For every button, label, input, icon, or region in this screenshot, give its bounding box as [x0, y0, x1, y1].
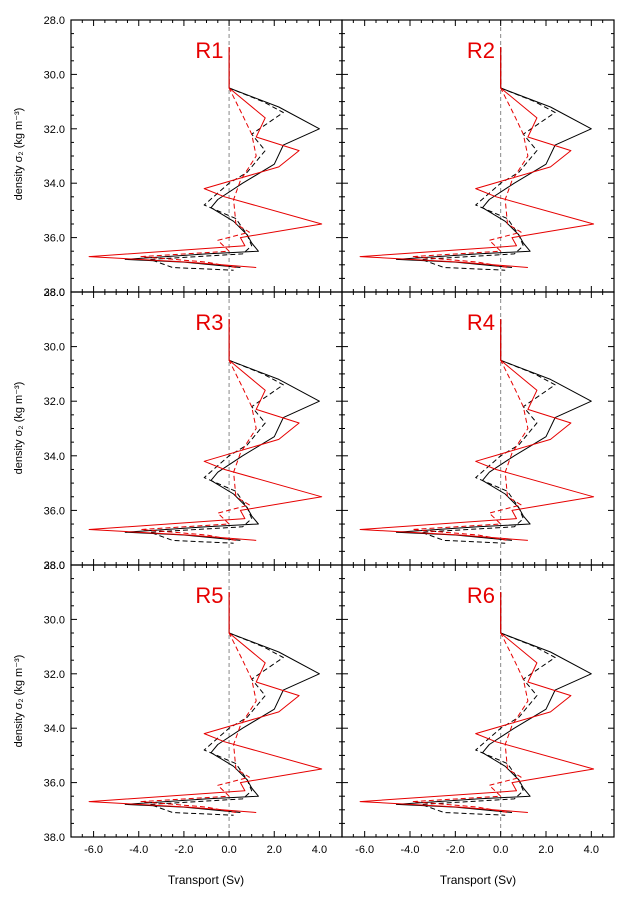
panel-series — [88, 592, 323, 816]
x-tick-label: -4.0 — [129, 844, 148, 856]
x-tick-label: -6.0 — [355, 844, 374, 856]
panel-series — [359, 47, 595, 271]
y-tick-label: 36.0 — [44, 233, 65, 245]
x-tick-label: 2.0 — [267, 844, 282, 856]
panel-r4: R4 — [341, 291, 615, 566]
y-tick-label: 30.0 — [44, 614, 65, 626]
panel-r6: -6.0 -4.0 -2.0 0.0 2.0 4.0 R6 — [341, 564, 615, 856]
y-tick-label: 32.0 — [44, 396, 65, 408]
x-tick-label: 2.0 — [538, 844, 553, 856]
panel-series — [88, 47, 323, 271]
series-line-black-dashed — [420, 319, 556, 544]
panel-label: R3 — [195, 310, 223, 335]
y-tick-label: 36.0 — [44, 778, 65, 790]
series-line-red-solid — [88, 47, 323, 268]
y-tick-label: 38.0 — [44, 560, 65, 572]
series-line-red-solid — [88, 592, 323, 813]
series-line-red-dashed — [411, 47, 529, 268]
x-tick-label: -2.0 — [446, 844, 465, 856]
x-tick-label: 0.0 — [221, 844, 236, 856]
y-axis-label: density σ₂ (kg m⁻³) — [13, 382, 25, 475]
panels: 28.0 30.0 32.0 34.0 36.0 38.0 R1 R2 28.0 30.0 32.0… — [44, 15, 615, 856]
y-tick-label: 34.0 — [44, 178, 65, 190]
panel-r5: 28.0 30.0 32.0 34.0 36.0 38.0 -6.0 -4.0 -2.0 0.0 2… — [44, 560, 343, 856]
series-line-red-dashed — [140, 47, 257, 268]
series-line-red-solid — [359, 592, 595, 813]
x-tick-label: 4.0 — [584, 844, 599, 856]
y-tick-label: 30.0 — [44, 69, 65, 81]
series-line-black-dashed — [149, 592, 284, 816]
panel-r2: R2 — [341, 19, 615, 293]
y-tick-label: 30.0 — [44, 342, 65, 354]
y-tick-label: 34.0 — [44, 723, 65, 735]
series-line-black-dashed — [420, 592, 556, 816]
series-line-red-dashed — [411, 592, 529, 813]
y-tick-label: 38.0 — [44, 832, 65, 844]
y-tick-label: 28.0 — [44, 560, 65, 572]
series-line-red-solid — [359, 319, 595, 541]
series-line-red-dashed — [411, 319, 529, 541]
x-tick-label: -4.0 — [401, 844, 420, 856]
y-axis-label: density σ₂ (kg m⁻³) — [13, 108, 25, 201]
panel-label: R1 — [195, 38, 223, 63]
series-line-red-dashed — [140, 319, 257, 541]
series-line-black-dashed — [149, 47, 284, 271]
x-tick-label: 4.0 — [312, 844, 327, 856]
panel-r1: 28.0 30.0 32.0 34.0 36.0 38.0 R1 — [44, 15, 343, 299]
y-tick-label: 34.0 — [44, 451, 65, 463]
x-tick-label: -2.0 — [174, 844, 193, 856]
series-line-black-dashed — [420, 47, 556, 271]
panel-label: R5 — [195, 583, 223, 608]
panel-label: R6 — [467, 583, 495, 608]
panel-label: R4 — [467, 310, 495, 335]
panel-series — [88, 319, 323, 544]
x-axis-label: Transport (Sv) — [440, 873, 516, 887]
y-tick-label: 28.0 — [44, 287, 65, 299]
y-tick-label: 36.0 — [44, 505, 65, 517]
y-tick-label: 32.0 — [44, 124, 65, 136]
y-tick-label: 38.0 — [44, 287, 65, 299]
panel-series — [359, 592, 595, 816]
series-line-red-solid — [88, 319, 323, 541]
x-axis-label: Transport (Sv) — [168, 873, 244, 887]
panel-r3: 28.0 30.0 32.0 34.0 36.0 38.0 R3 — [44, 287, 343, 572]
y-axis-label: density σ₂ (kg m⁻³) — [13, 655, 25, 748]
x-tick-label: 0.0 — [493, 844, 508, 856]
x-tick-label: -6.0 — [84, 844, 103, 856]
series-line-black-dashed — [149, 319, 284, 544]
series-line-red-solid — [359, 47, 595, 268]
panel-series — [359, 319, 595, 544]
panel-label: R2 — [467, 38, 495, 63]
axis-labels: density σ₂ (kg m⁻³) density σ₂ (kg m⁻³) … — [13, 108, 516, 887]
y-tick-label: 32.0 — [44, 669, 65, 681]
y-tick-label: 28.0 — [44, 15, 65, 27]
series-line-red-dashed — [140, 592, 257, 813]
